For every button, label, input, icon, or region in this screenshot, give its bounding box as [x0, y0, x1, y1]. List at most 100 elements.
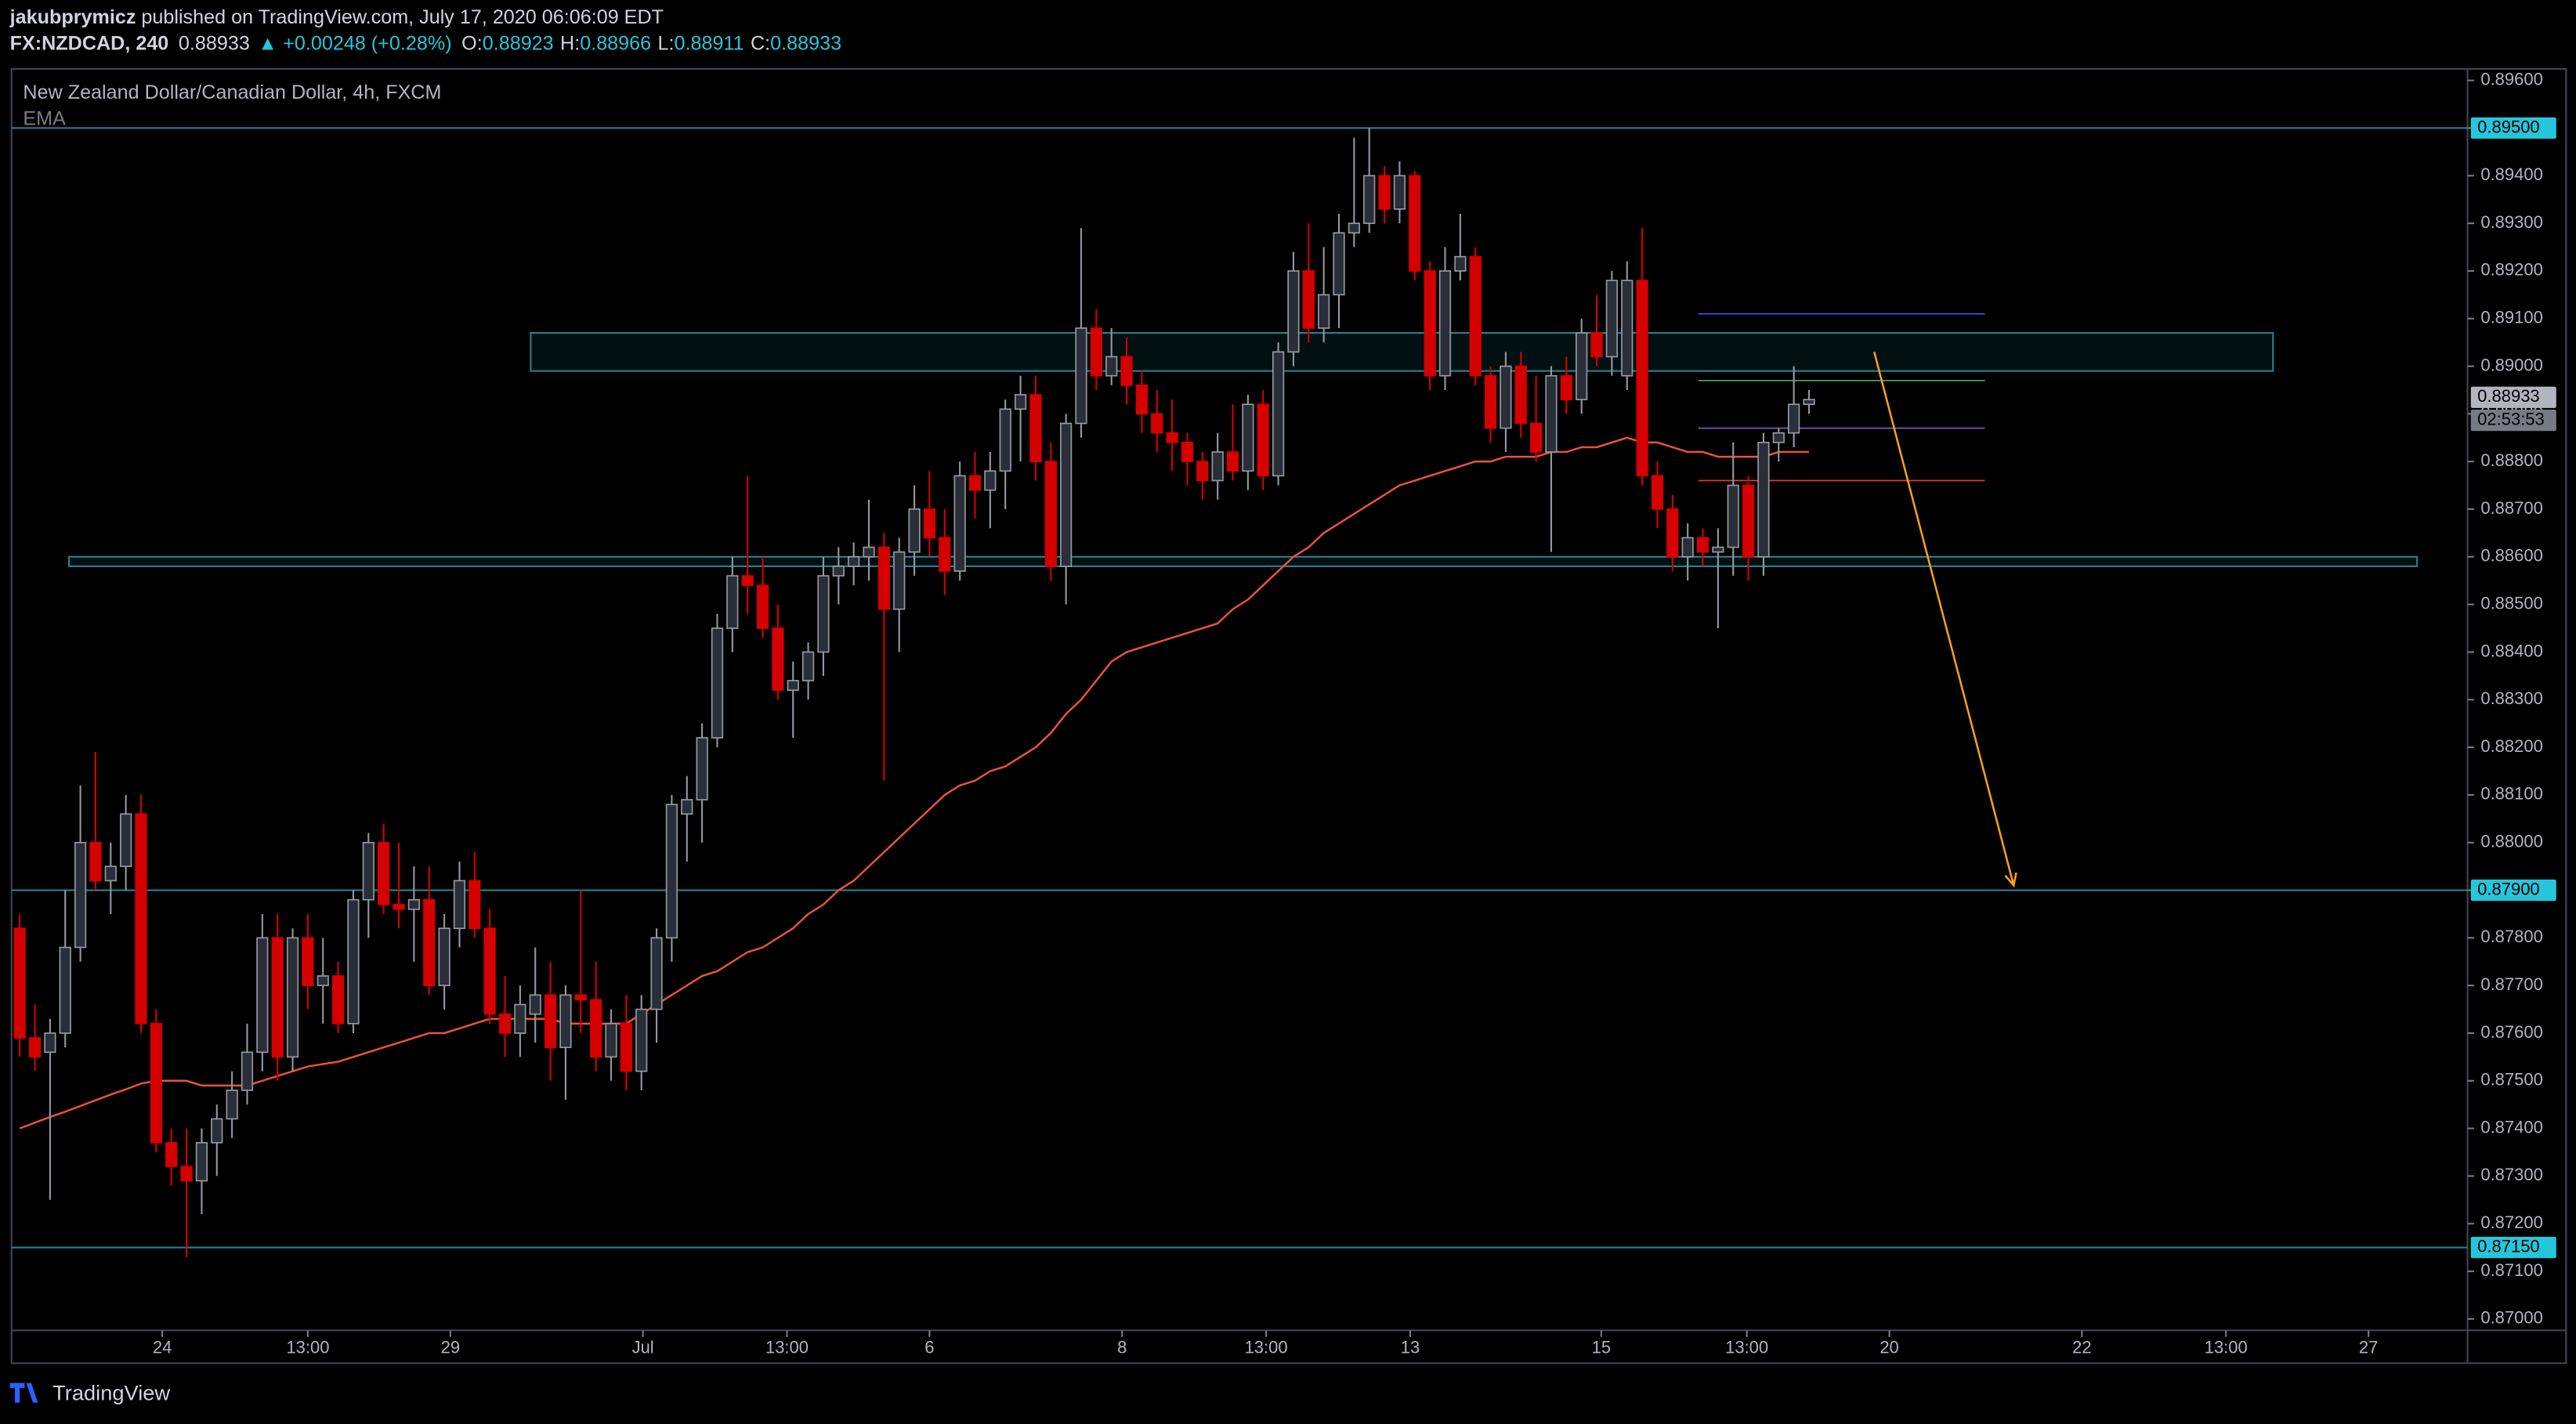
y-tick-label: 0.88100 [2480, 784, 2543, 804]
candle-body [801, 651, 815, 681]
x-tick-label: 8 [1117, 1337, 1127, 1357]
candle-body [665, 804, 678, 939]
candle-body [1742, 484, 1755, 558]
candle-body [1044, 461, 1057, 567]
ohlc-key: O: [461, 32, 483, 54]
candle-body [923, 508, 936, 539]
y-tick-label: 0.89200 [2480, 260, 2543, 280]
y-tick-label: 0.87000 [2480, 1308, 2543, 1328]
candle-body [1166, 432, 1178, 443]
candle-body [1757, 442, 1770, 558]
candle-body [1348, 222, 1360, 234]
candle-body [1803, 399, 1815, 406]
candle-body [1318, 294, 1330, 329]
candle-body [711, 627, 724, 739]
candle-body [559, 994, 572, 1049]
candle-body [74, 841, 87, 949]
candle-body [999, 408, 1011, 472]
y-tick-label: 0.87200 [2480, 1213, 2543, 1232]
y-tick-label: 0.87800 [2480, 927, 2543, 946]
candle-body [741, 575, 754, 587]
candle-body [135, 813, 147, 1025]
countdown: 02:53:53 [2477, 409, 2545, 428]
brand-logo [9, 1382, 38, 1403]
candle-body [1500, 365, 1512, 429]
candle-body [590, 999, 602, 1058]
candle-body [13, 927, 26, 1039]
x-tick-label: 24 [153, 1337, 172, 1357]
x-tick-label: 6 [924, 1337, 934, 1357]
candle-body [1393, 175, 1406, 210]
candle-body [832, 566, 845, 576]
candle-body [1696, 537, 1709, 553]
candle-body [756, 584, 769, 629]
candle-body [984, 470, 997, 491]
candle-body [1135, 385, 1149, 415]
candle-body [59, 946, 71, 1034]
x-tick-label: 13 [1401, 1337, 1420, 1357]
candle-body [407, 898, 421, 910]
candle-body [968, 475, 982, 491]
change: ▲ +0.00248 (+0.28%) [258, 32, 451, 54]
x-tick-label: 13:00 [2205, 1337, 2248, 1357]
candle-body [1090, 327, 1102, 377]
y-tick-label: 0.88000 [2480, 832, 2543, 851]
candle-body [165, 1142, 178, 1168]
price-label: 0.88933 [2477, 386, 2540, 406]
y-tick-label: 0.89100 [2480, 308, 2543, 327]
candle-body [498, 1013, 512, 1034]
x-tick-label: 27 [2359, 1337, 2378, 1357]
x-tick-label: 13:00 [1725, 1337, 1768, 1357]
level-label-box [2470, 879, 2556, 902]
candle-body [1454, 255, 1467, 272]
candle-body [347, 898, 360, 1025]
price-label-box [2470, 386, 2556, 408]
x-tick-label: 29 [441, 1337, 460, 1357]
level-label-box [2470, 117, 2556, 139]
candle-body [1151, 413, 1163, 434]
ohlc-value: 0.88911 [675, 32, 744, 54]
publish-line: jakubprymicz published on TradingView.co… [9, 6, 664, 28]
candle-body [1196, 461, 1209, 482]
last-price: 0.88933 [179, 32, 250, 54]
candle-body [893, 551, 906, 610]
symbol-line: FX:NZDCAD, 240 0.88933 ▲ +0.00248 (+0.28%)… [10, 32, 841, 54]
candle-body [1120, 356, 1133, 386]
candle-body [635, 1008, 648, 1072]
x-tick-label: 13:00 [1245, 1337, 1288, 1357]
y-tick-label: 0.88200 [2480, 736, 2543, 756]
candle-body [953, 475, 966, 572]
candle-body [393, 903, 405, 910]
candle-body [1590, 332, 1603, 358]
indicator-label: EMA [23, 108, 66, 130]
candle-body [423, 898, 436, 987]
candle-body [1287, 270, 1300, 353]
candle-body [1514, 365, 1527, 425]
candle-body [1545, 374, 1558, 453]
level-label: 0.89500 [2477, 117, 2540, 136]
ohlc-key: C: [751, 32, 770, 54]
candle-body [1333, 232, 1345, 296]
candle-body [620, 1022, 632, 1072]
candle-body [1378, 175, 1391, 210]
candle-body [772, 627, 784, 691]
brand: TradingView [52, 1380, 170, 1404]
candle-body [908, 508, 921, 553]
y-tick-label: 0.87500 [2480, 1070, 2543, 1090]
candle-body [1409, 175, 1421, 272]
ohlc-value: 0.88923 [483, 32, 554, 54]
candle-body [1681, 537, 1694, 558]
y-tick-label: 0.89300 [2480, 212, 2543, 232]
ohlc-key: L: [658, 32, 675, 54]
level-label: 0.87150 [2477, 1236, 2540, 1256]
y-tick-label: 0.87300 [2480, 1165, 2543, 1184]
candle-body [1621, 280, 1634, 377]
candle-body [848, 555, 860, 567]
candle-body [1060, 422, 1073, 567]
candle-body [1560, 374, 1572, 400]
zone [530, 331, 2274, 372]
candle-body [1302, 270, 1315, 329]
countdown-box [2470, 409, 2556, 432]
